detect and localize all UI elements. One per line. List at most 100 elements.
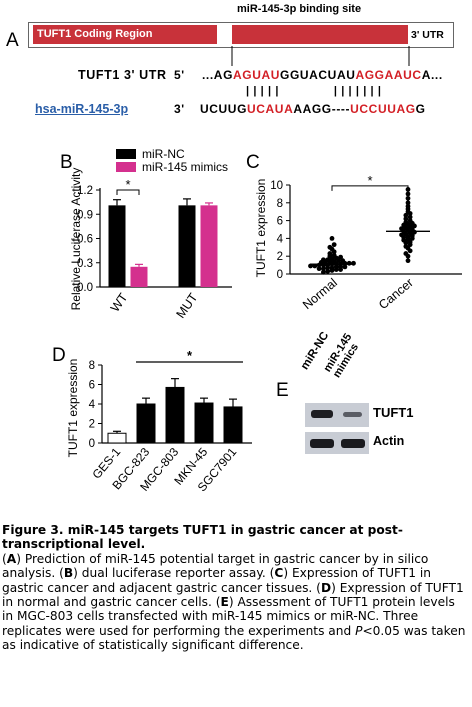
utr-sequence: ...AGAGUAUGGUACUAUAGGAAUCA... (202, 68, 443, 82)
legend-label: miR-145 mimics (142, 160, 228, 174)
tuft1-blot (305, 403, 369, 427)
y-tick-label: 0.3 (77, 258, 93, 270)
data-point (351, 260, 356, 266)
y-tick-label: 6 (89, 380, 95, 392)
data-point (405, 191, 411, 197)
legend-swatch (116, 162, 136, 172)
panel-c-label: C (246, 152, 260, 173)
binding-site-lines (231, 46, 410, 66)
significance-mark: * (187, 348, 193, 363)
data-point (331, 242, 337, 248)
panel-b-label: B (60, 152, 73, 173)
bar (194, 402, 214, 444)
caption-segment: D (320, 580, 332, 595)
data-point (403, 251, 409, 256)
data-point (325, 257, 331, 263)
data-point (346, 260, 352, 266)
y-tick-label: 0.6 (77, 234, 93, 246)
significance-mark: * (125, 177, 130, 192)
actin-blot (305, 432, 369, 454)
coding-region-bar: TUFT1 Coding Region (33, 25, 217, 44)
y-tick-label: 10 (270, 180, 283, 192)
bar (165, 386, 185, 444)
data-point (329, 265, 335, 271)
y-tick-label: 6 (277, 216, 283, 228)
utr-label: 3' UTR (411, 29, 444, 41)
data-point (327, 244, 333, 250)
caption-segment: ) Expression of TUFT1 in normal and gast… (2, 580, 464, 610)
data-point (405, 195, 411, 201)
data-point (405, 200, 411, 206)
y-axis-label: TUFT1 expression (254, 179, 268, 278)
data-point (321, 257, 326, 263)
utr-bar (232, 25, 408, 44)
data-point (342, 264, 348, 270)
data-point (340, 258, 346, 264)
caption-segment: A (6, 551, 17, 566)
y-tick-label: 0.9 (77, 209, 93, 221)
caption-segment: C (274, 566, 284, 581)
data-point (403, 212, 409, 218)
data-point (403, 216, 409, 222)
caption-segment: E (220, 595, 229, 610)
y-tick-label: 0.0 (77, 282, 93, 294)
tuft1-label: TUFT1 (373, 405, 414, 420)
data-point (403, 244, 409, 249)
data-point (399, 226, 404, 232)
y-axis-label: Relative Luciferase Activity (69, 168, 83, 311)
row2-3prime: 3' (174, 102, 185, 116)
category-label: Cancer (376, 276, 416, 313)
legend-swatch (116, 149, 136, 159)
y-tick-label: 4 (89, 399, 96, 411)
bar (200, 205, 218, 287)
actin-label: Actin (373, 434, 405, 448)
significance-bracket (331, 185, 409, 191)
y-axis-label: TUFT1 expression (66, 359, 80, 458)
row1-5prime: 5' (174, 68, 185, 82)
data-point (407, 214, 413, 220)
data-point (399, 232, 404, 238)
category-label: Normal (300, 276, 340, 313)
panel-a-label: A (6, 30, 19, 51)
data-point (316, 266, 322, 272)
data-point (327, 251, 333, 256)
caption-segment: ) Expression of TUFT1 in gastric cancer … (2, 566, 431, 595)
bar (130, 266, 148, 287)
data-point (405, 258, 411, 264)
y-tick-label: 0 (277, 269, 283, 281)
bar (223, 406, 243, 444)
figure-caption: Figure 3. miR-145 targets TUFT1 in gastr… (2, 523, 468, 653)
caption-segment: ) Prediction of miR-145 potential target… (2, 551, 429, 581)
mirna-link[interactable]: hsa-miR-145-3p (35, 102, 129, 116)
bar (107, 432, 127, 444)
y-tick-label: 2 (277, 251, 283, 263)
caption-segment: B (63, 566, 74, 581)
caption-segment: ) Assessment of TUFT1 protein levels in … (2, 595, 455, 638)
data-point (321, 269, 326, 275)
bar (108, 205, 126, 287)
y-tick-label: 0 (89, 438, 95, 450)
caption-segment: <0.05 was taken as indicative of statist… (2, 623, 466, 653)
data-point (407, 218, 413, 223)
caption-segment: P (355, 623, 363, 638)
y-tick-label: 2 (89, 419, 95, 431)
data-point (321, 266, 326, 272)
bar (178, 205, 196, 287)
data-point (329, 236, 335, 241)
panel-e-label: E (276, 380, 289, 401)
y-tick-label: 8 (277, 198, 283, 210)
caption-body: (A) Prediction of miR-145 potential targ… (2, 552, 468, 653)
significance-mark: * (367, 173, 372, 188)
base-pairing: | | | | | | | | | | | | (246, 85, 382, 97)
y-tick-label: 4 (277, 233, 284, 245)
data-point (338, 254, 343, 260)
category-label: MUT (173, 290, 200, 321)
caption-segment: ) dual luciferase reporter assay. ( (73, 566, 275, 581)
panel-d-label: D (52, 345, 66, 366)
y-tick-label: 8 (89, 360, 95, 372)
caption-title: Figure 3. miR-145 targets TUFT1 in gastr… (2, 523, 403, 552)
mirna-sequence: UCUUGUCAUAAAGG----UCCUUAGG (200, 102, 426, 116)
